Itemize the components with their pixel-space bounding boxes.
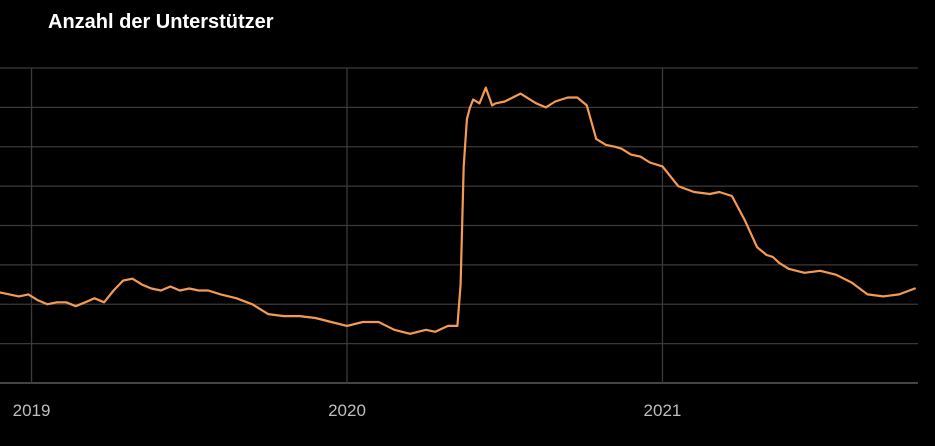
horizontal-gridlines — [0, 67, 918, 384]
x-tick-label-2019: 2019 — [13, 401, 51, 420]
x-axis-tick-labels: 2019 2020 2021 — [13, 401, 682, 420]
x-tick-label-2020: 2020 — [328, 401, 366, 420]
series-line — [0, 86, 916, 335]
vertical-gridlines — [30, 68, 664, 383]
x-tick-label-2021: 2021 — [644, 401, 682, 420]
chart-title: Anzahl der Unterstützer — [48, 11, 274, 33]
